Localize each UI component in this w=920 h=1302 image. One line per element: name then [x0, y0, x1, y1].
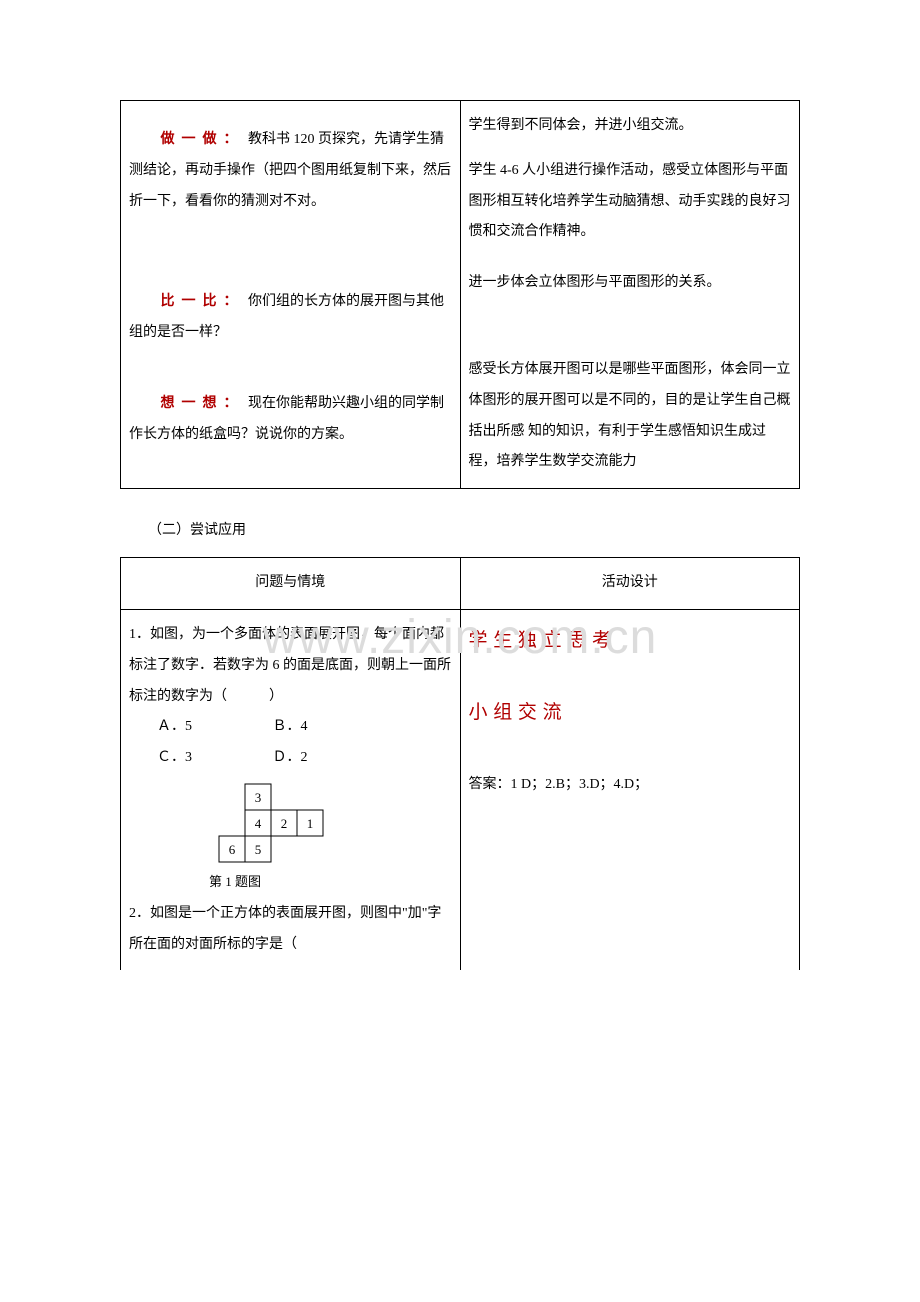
q1-optD: Ｄ．2 — [273, 743, 357, 774]
page: www.zixin.com.cn 做一做： 教科书 120 页探究，先请学生猜测… — [0, 0, 920, 1302]
t1r-line1: 学生得到不同体会，并进小组交流。 — [469, 111, 792, 142]
fig-n3: 3 — [255, 790, 262, 805]
q1-figure: 3 4 2 1 6 5 — [189, 780, 452, 870]
t2r-answers: 答案：1 D；2.B；3.D；4.D； — [469, 770, 792, 801]
section2-heading: （二）尝试应用 — [120, 519, 800, 539]
table1-right-cell: 学生得到不同体会，并进小组交流。 学生 4-6 人小组进行操作活动，感受立体图形… — [460, 101, 800, 489]
compare-block: 比一比： 你们组的长方体的展开图与其他组的是否一样？ — [129, 287, 452, 349]
fig-n5: 5 — [255, 842, 262, 857]
fig-n1: 1 — [307, 816, 314, 831]
t2-header-right: 活动设计 — [460, 558, 800, 610]
t2-right-cell: 学生独立思考 小组交流 答案：1 D；2.B；3.D；4.D； — [460, 609, 800, 970]
do-label: 做一做： — [161, 132, 245, 147]
q1-optC: Ｃ．3 — [157, 743, 241, 774]
table-2: 问题与情境 活动设计 1．如图，为一个多面体的表面展开图，每个面内都标注了数字．… — [120, 557, 800, 970]
think-label: 想一想： — [161, 396, 245, 411]
t1r-line4: 感受长方体展开图可以是哪些平面图形，体会同一立体图形的展开图可以是不同的，目的是… — [469, 355, 792, 478]
net-diagram-icon: 3 4 2 1 6 5 — [189, 780, 339, 870]
q1-optA: Ａ．5 — [157, 712, 241, 743]
t2-left-cell: 1．如图，为一个多面体的表面展开图，每个面内都标注了数字．若数字为 6 的面是底… — [121, 609, 461, 970]
q1-optB: Ｂ．4 — [273, 712, 357, 743]
q1-fig-caption: 第 1 题图 — [209, 872, 452, 893]
t2-header-left: 问题与情境 — [121, 558, 461, 610]
t2r-line1: 学生独立思考 — [469, 620, 792, 662]
think-block: 想一想： 现在你能帮助兴趣小组的同学制作长方体的纸盒吗？说说你的方案。 — [129, 389, 452, 451]
t1r-line2: 学生 4-6 人小组进行操作活动，感受立体图形与平面图形相互转化培养学生动脑猜想… — [469, 156, 792, 248]
fig-n6: 6 — [229, 842, 236, 857]
fig-n4: 4 — [255, 816, 262, 831]
q1-text: 1．如图，为一个多面体的表面展开图，每个面内都标注了数字．若数字为 6 的面是底… — [129, 620, 452, 712]
compare-label: 比一比： — [161, 294, 245, 309]
table1-left-cell: 做一做： 教科书 120 页探究，先请学生猜测结论，再动手操作（把四个图用纸复制… — [121, 101, 461, 489]
q2-text: 2．如图是一个正方体的表面展开图，则图中"加"字所在面的对面所标的字是（ — [129, 899, 452, 961]
t2r-line2: 小组交流 — [469, 692, 792, 734]
do-block: 做一做： 教科书 120 页探究，先请学生猜测结论，再动手操作（把四个图用纸复制… — [129, 125, 452, 217]
t1r-line3: 进一步体会立体图形与平面图形的关系。 — [469, 268, 792, 299]
fig-n2: 2 — [281, 816, 288, 831]
table-1: 做一做： 教科书 120 页探究，先请学生猜测结论，再动手操作（把四个图用纸复制… — [120, 100, 800, 489]
